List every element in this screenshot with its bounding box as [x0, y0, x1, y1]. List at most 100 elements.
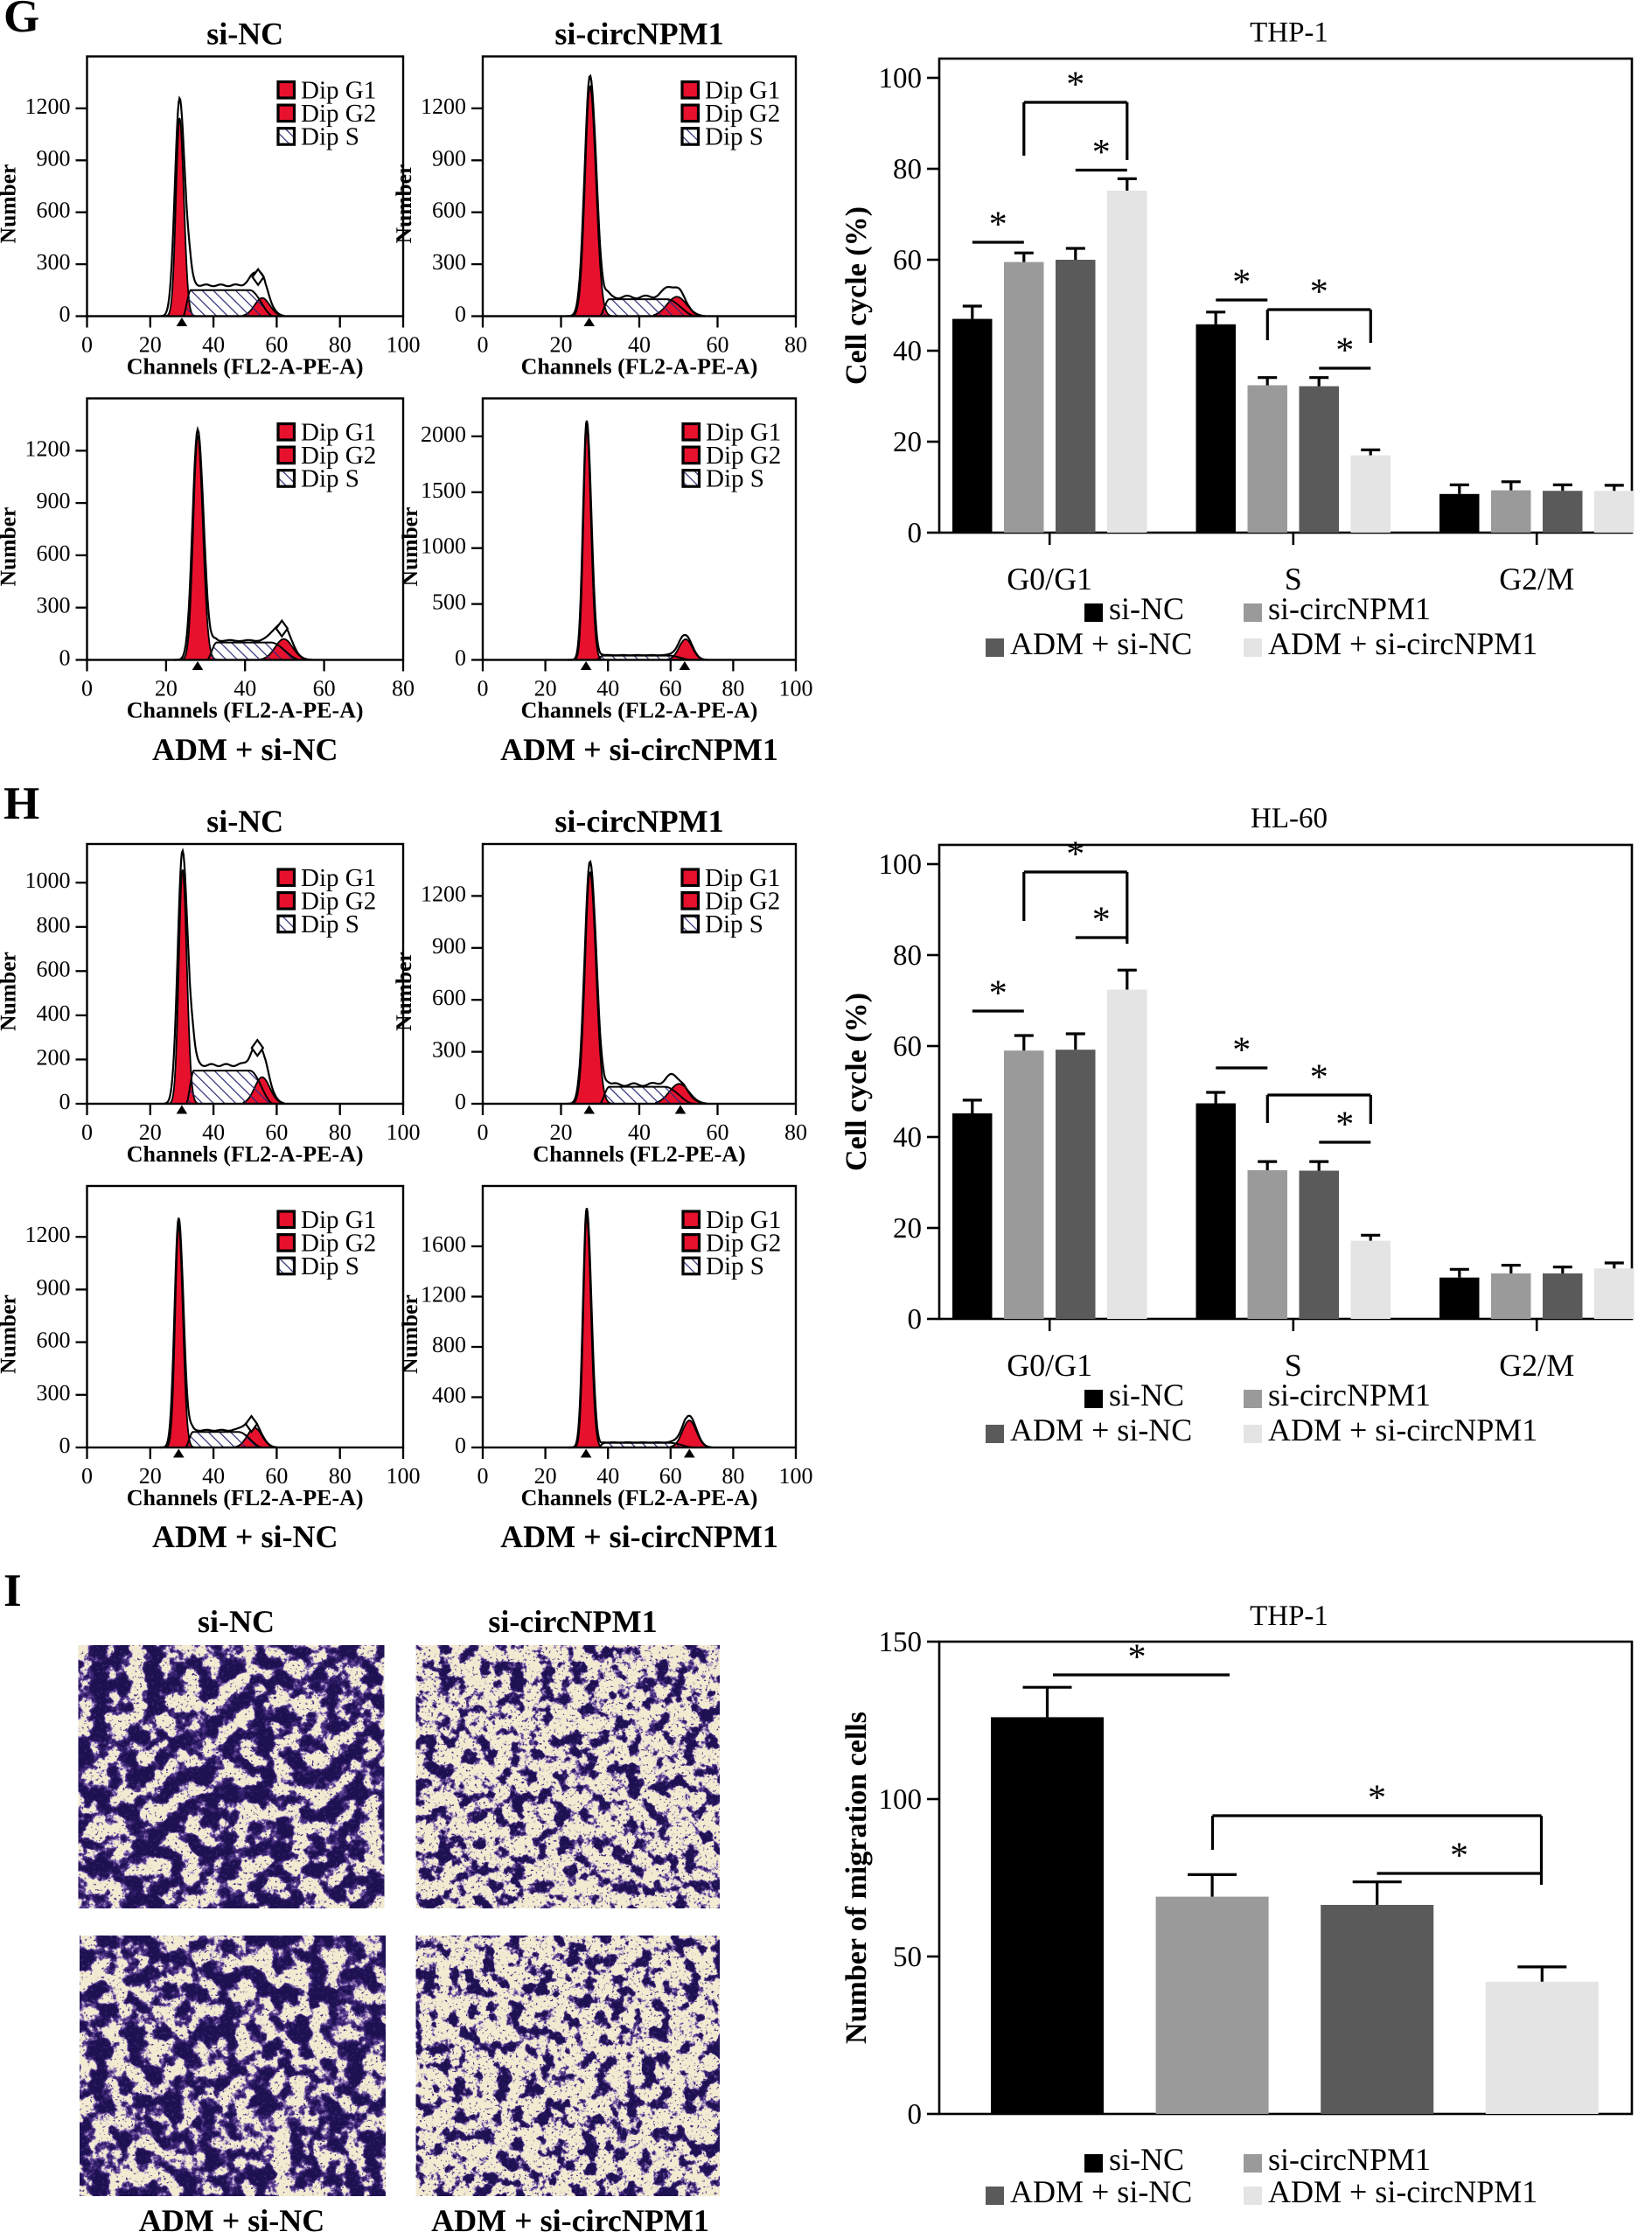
svg-text:*: *: [1066, 834, 1084, 875]
svg-text:20: 20: [534, 676, 557, 701]
svg-text:1200: 1200: [25, 1222, 71, 1247]
svg-text:G2/M: G2/M: [1499, 1348, 1574, 1383]
svg-text:0: 0: [81, 676, 93, 701]
svg-text:80: 80: [784, 332, 807, 358]
svg-text:Dip S: Dip S: [705, 910, 763, 938]
svg-text:ADM + si-circNPM1: ADM + si-circNPM1: [500, 732, 778, 767]
svg-text:80: 80: [893, 940, 922, 972]
svg-text:1200: 1200: [25, 436, 71, 461]
svg-text:I: I: [3, 1566, 22, 1616]
svg-text:Number: Number: [397, 1294, 422, 1374]
svg-text:G2/M: G2/M: [1499, 561, 1574, 596]
svg-text:ADM + si-NC: ADM + si-NC: [1010, 626, 1192, 661]
svg-text:Dip G1: Dip G1: [301, 864, 376, 892]
svg-text:Channels (FL2-A-PE-A): Channels (FL2-A-PE-A): [127, 1141, 364, 1167]
svg-text:Channels (FL2-PE-A): Channels (FL2-PE-A): [533, 1141, 745, 1167]
svg-text:20: 20: [893, 1213, 922, 1245]
svg-text:Number: Number: [391, 164, 416, 244]
svg-text:40: 40: [628, 1119, 651, 1145]
svg-text:1200: 1200: [421, 881, 466, 906]
svg-text:*: *: [1232, 262, 1251, 303]
svg-text:150: 150: [879, 1627, 923, 1658]
svg-text:80: 80: [329, 332, 352, 358]
svg-text:300: 300: [432, 1037, 466, 1063]
svg-text:50: 50: [893, 1942, 922, 1973]
svg-text:40: 40: [596, 676, 619, 701]
svg-text:20: 20: [550, 1119, 573, 1145]
svg-text:Dip S: Dip S: [705, 123, 763, 151]
svg-text:THP-1: THP-1: [1250, 17, 1328, 49]
svg-text:*: *: [1066, 65, 1084, 105]
svg-text:80: 80: [721, 1463, 744, 1489]
svg-text:si-circNPM1: si-circNPM1: [1268, 591, 1431, 626]
svg-text:ADM + si-circNPM1: ADM + si-circNPM1: [431, 2203, 709, 2232]
svg-text:*: *: [1310, 272, 1328, 312]
svg-text:100: 100: [779, 1463, 813, 1489]
svg-text:si-circNPM1: si-circNPM1: [554, 17, 723, 52]
svg-text:80: 80: [329, 1463, 352, 1489]
svg-text:1500: 1500: [421, 478, 466, 503]
svg-text:600: 600: [37, 198, 71, 223]
svg-text:80: 80: [329, 1119, 352, 1145]
svg-text:300: 300: [432, 249, 466, 275]
svg-text:Channels (FL2-A-PE-A): Channels (FL2-A-PE-A): [521, 354, 758, 380]
svg-text:Dip S: Dip S: [301, 123, 359, 151]
svg-text:600: 600: [432, 985, 466, 1010]
svg-text:Channels (FL2-A-PE-A): Channels (FL2-A-PE-A): [127, 354, 364, 380]
svg-text:0: 0: [59, 1089, 71, 1114]
svg-text:ADM + si-NC: ADM + si-NC: [1010, 1412, 1192, 1447]
svg-text:Channels (FL2-A-PE-A): Channels (FL2-A-PE-A): [521, 1485, 758, 1510]
svg-text:300: 300: [37, 1380, 71, 1405]
svg-text:G0/G1: G0/G1: [1007, 1348, 1092, 1383]
svg-text:200: 200: [37, 1044, 71, 1070]
svg-text:S: S: [1285, 1348, 1302, 1383]
svg-text:20: 20: [139, 1463, 162, 1489]
svg-text:1000: 1000: [421, 534, 466, 559]
svg-text:20: 20: [893, 427, 922, 458]
svg-text:900: 900: [432, 145, 466, 171]
svg-text:Cell cycle (%): Cell cycle (%): [840, 206, 873, 385]
svg-text:0: 0: [455, 1433, 466, 1458]
svg-text:60: 60: [893, 245, 922, 276]
svg-text:0: 0: [477, 332, 489, 358]
svg-text:0: 0: [81, 332, 93, 358]
svg-text:100: 100: [879, 849, 923, 881]
svg-text:1200: 1200: [421, 1282, 466, 1308]
svg-text:ADM + si-NC: ADM + si-NC: [139, 2203, 324, 2232]
svg-text:0: 0: [455, 645, 466, 671]
svg-text:900: 900: [37, 488, 71, 513]
svg-text:Dip S: Dip S: [301, 910, 359, 938]
svg-text:0: 0: [455, 1089, 466, 1114]
svg-text:40: 40: [628, 332, 651, 358]
svg-text:0: 0: [455, 302, 466, 327]
svg-text:*: *: [1368, 1778, 1386, 1818]
svg-text:Dip G2: Dip G2: [706, 442, 781, 470]
svg-text:S: S: [1285, 561, 1302, 596]
svg-text:HL-60: HL-60: [1251, 803, 1328, 834]
svg-text:ADM + si-NC: ADM + si-NC: [152, 1519, 338, 1554]
svg-text:0: 0: [908, 2099, 923, 2131]
svg-text:*: *: [1092, 900, 1111, 940]
svg-text:400: 400: [37, 1001, 71, 1026]
svg-text:1200: 1200: [25, 94, 71, 119]
svg-text:80: 80: [392, 676, 415, 701]
svg-text:60: 60: [707, 1119, 729, 1145]
svg-text:Dip G1: Dip G1: [301, 419, 376, 447]
svg-text:600: 600: [37, 1328, 71, 1353]
svg-text:H: H: [3, 778, 39, 829]
svg-text:si-circNPM1: si-circNPM1: [1268, 1378, 1431, 1412]
svg-text:40: 40: [893, 336, 922, 367]
svg-text:40: 40: [893, 1122, 922, 1154]
svg-text:40: 40: [202, 1463, 225, 1489]
svg-text:Number: Number: [0, 1294, 21, 1374]
svg-text:Dip G1: Dip G1: [706, 419, 781, 447]
svg-text:*: *: [1128, 1637, 1147, 1677]
svg-text:Number: Number: [0, 952, 21, 1031]
svg-text:60: 60: [265, 332, 288, 358]
svg-text:0: 0: [477, 1463, 489, 1489]
svg-text:900: 900: [37, 145, 71, 171]
svg-text:40: 40: [596, 1463, 619, 1489]
svg-text:si-NC: si-NC: [1109, 1378, 1184, 1412]
svg-text:60: 60: [659, 1463, 682, 1489]
svg-text:Dip G1: Dip G1: [705, 77, 780, 105]
